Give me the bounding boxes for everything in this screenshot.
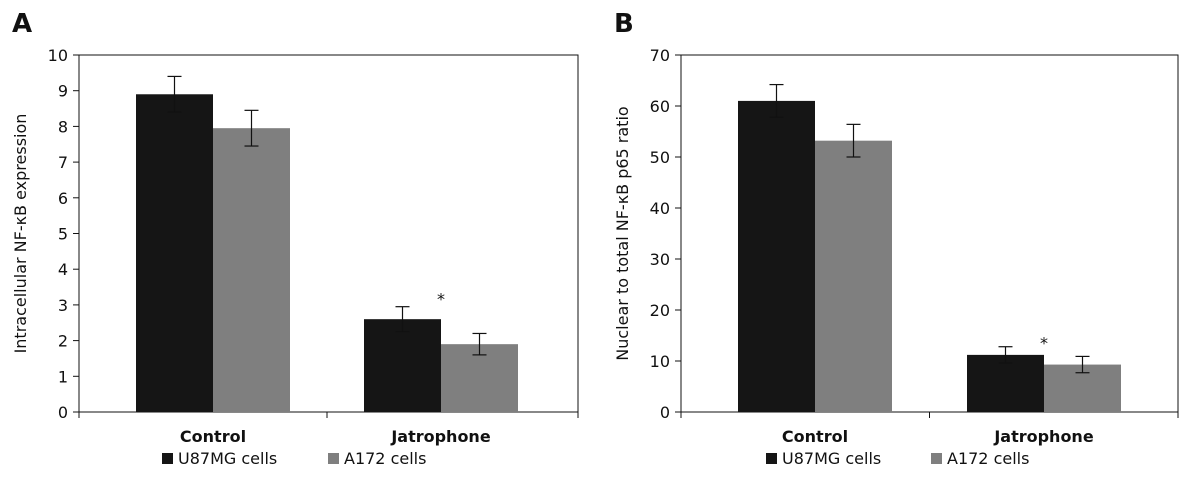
significance-marker: * <box>437 289 445 308</box>
legend-swatch <box>766 453 777 464</box>
bar-u87mg-jatrophone <box>967 354 1044 412</box>
y-tick-label: 0 <box>660 403 670 422</box>
legend-label: A172 cells <box>344 449 426 468</box>
y-tick-label: 60 <box>650 97 670 116</box>
bar-a172-control <box>815 140 892 412</box>
y-tick-label: 0 <box>58 403 68 422</box>
y-tick-label: 7 <box>58 153 68 172</box>
y-tick-label: 40 <box>650 199 670 218</box>
bar-u87mg-jatrophone <box>364 319 441 412</box>
category-label: Control <box>180 427 246 446</box>
legend-swatch <box>931 453 942 464</box>
y-tick-label: 9 <box>58 82 68 101</box>
y-tick-label: 70 <box>650 46 670 65</box>
significance-marker: * <box>1040 334 1048 353</box>
panel-letter: B <box>614 9 634 39</box>
bar-a172-control <box>213 128 290 412</box>
y-tick-label: 5 <box>58 225 68 244</box>
chart-panel-b: B 0 10 20 30 40 50 60 70 Nuclear to total NF-κB p… <box>613 9 1179 468</box>
chart-panel-a: A 0 1 2 3 4 5 6 7 8 9 10 Intracellular NF-κB express… <box>11 9 579 468</box>
bar-u87mg-control <box>738 100 815 413</box>
bar-u87mg-control <box>136 94 213 413</box>
y-axis-label: Nuclear to total NF-κB p65 ratio <box>613 106 632 360</box>
panel-letter: A <box>12 9 32 39</box>
legend-swatch <box>328 453 339 464</box>
y-tick-label: 2 <box>58 332 68 351</box>
legend-label: U87MG cells <box>782 449 881 468</box>
y-tick-label: 30 <box>650 250 670 269</box>
y-axis-label: Intracellular NF-κB expression <box>11 114 30 354</box>
category-label: Jatrophone <box>993 427 1094 446</box>
legend-swatch <box>162 453 173 464</box>
y-tick-label: 20 <box>650 301 670 320</box>
y-tick-label: 1 <box>58 367 68 386</box>
y-tick-label: 50 <box>650 148 670 167</box>
category-label: Control <box>782 427 848 446</box>
y-tick-label: 4 <box>58 260 68 279</box>
legend-label: U87MG cells <box>178 449 277 468</box>
y-tick-label: 3 <box>58 296 68 315</box>
y-tick-label: 10 <box>48 46 68 65</box>
legend-label: A172 cells <box>947 449 1029 468</box>
y-tick-label: 10 <box>650 352 670 371</box>
category-label: Jatrophone <box>390 427 491 446</box>
y-tick-label: 8 <box>58 117 68 136</box>
y-tick-label: 6 <box>58 189 68 208</box>
